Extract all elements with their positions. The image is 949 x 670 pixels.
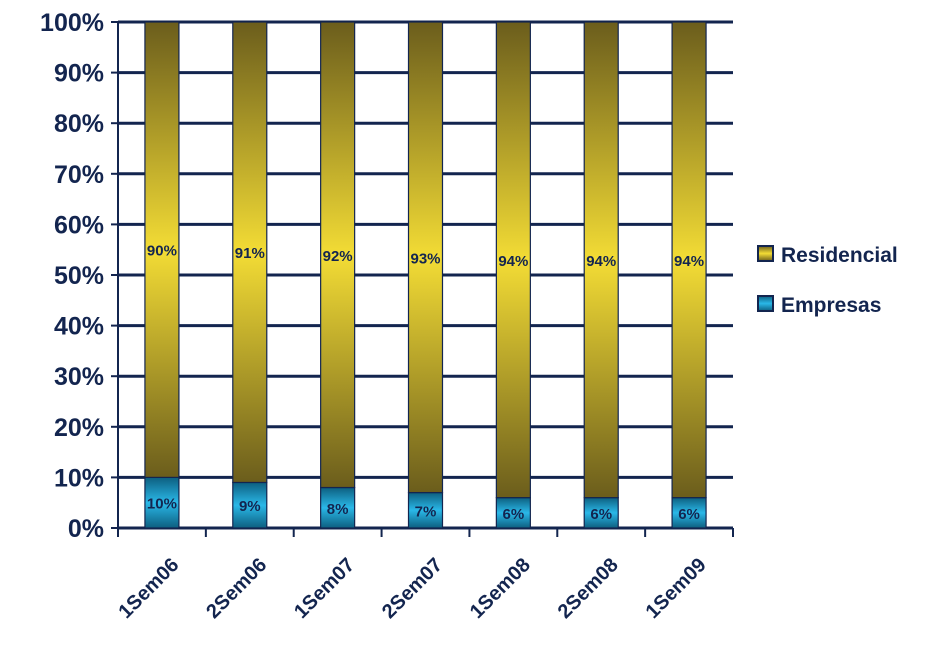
- bar-residencial: [583, 21, 619, 499]
- bar-residencial: [495, 21, 531, 499]
- data-label-residencial: 93%: [410, 250, 440, 267]
- data-label-residencial: 91%: [235, 245, 265, 262]
- x-tick-label: 1Sem07: [290, 554, 359, 623]
- data-label-empresas: 6%: [678, 506, 700, 523]
- bar-residencial: [144, 21, 180, 478]
- data-label-empresas: 10%: [147, 496, 177, 513]
- data-label-empresas: 9%: [239, 498, 261, 515]
- legend-swatch-residencial: [757, 245, 774, 262]
- data-label-empresas: 6%: [503, 506, 525, 523]
- y-tick-label: 70%: [54, 161, 104, 189]
- y-tick-label: 100%: [40, 9, 104, 37]
- bar-empresas: [671, 497, 707, 529]
- data-label-residencial: 92%: [323, 248, 353, 265]
- bar-empresas: [495, 497, 531, 529]
- x-tick-label: 2Sem06: [202, 554, 271, 623]
- y-tick-label: 30%: [54, 363, 104, 391]
- data-label-empresas: 8%: [327, 501, 349, 518]
- bar-empresas: [583, 497, 619, 529]
- y-tick-label: 40%: [54, 313, 104, 341]
- y-tick-label: 10%: [54, 464, 104, 492]
- x-tick-label: 1Sem08: [466, 554, 535, 623]
- data-label-residencial: 94%: [498, 253, 528, 270]
- data-label-residencial: 90%: [147, 243, 177, 260]
- y-tick-label: 60%: [54, 211, 104, 239]
- x-tick-label: 2Sem08: [554, 554, 623, 623]
- bar-residencial: [320, 21, 356, 489]
- legend-swatch-empresas: [757, 295, 774, 312]
- bars: [144, 21, 707, 529]
- data-label-residencial: 94%: [674, 253, 704, 270]
- data-labels: 10% 90% 9% 91% 8% 92% 7% 93% 6% 94% 6% 94% 6% 94%: [147, 243, 704, 523]
- x-tick-label: 1Sem09: [642, 554, 711, 623]
- legend: Residencial Empresas: [757, 244, 898, 317]
- y-tick-label: 0%: [68, 515, 104, 543]
- y-tick-label: 20%: [54, 414, 104, 442]
- bar-residencial: [671, 21, 707, 499]
- data-label-residencial: 94%: [586, 253, 616, 270]
- x-tick-label: 1Sem06: [114, 554, 183, 623]
- data-label-empresas: 6%: [590, 506, 612, 523]
- legend-label-empresas: Empresas: [781, 294, 881, 317]
- axes: 0% 10% 20% 30% 40% 50% 60% 70% 80% 90% 100% 1Sem06 2…: [40, 9, 734, 623]
- bar-residencial: [232, 21, 268, 484]
- y-tick-label: 50%: [54, 262, 104, 290]
- x-tick-label: 2Sem07: [378, 554, 447, 623]
- data-label-empresas: 7%: [415, 503, 437, 520]
- legend-label-residencial: Residencial: [781, 244, 898, 267]
- y-tick-label: 80%: [54, 110, 104, 138]
- bar-empresas: [407, 491, 444, 529]
- bar-residencial: [407, 21, 444, 494]
- y-tick-label: 90%: [54, 60, 104, 88]
- bar-empresas: [232, 481, 268, 529]
